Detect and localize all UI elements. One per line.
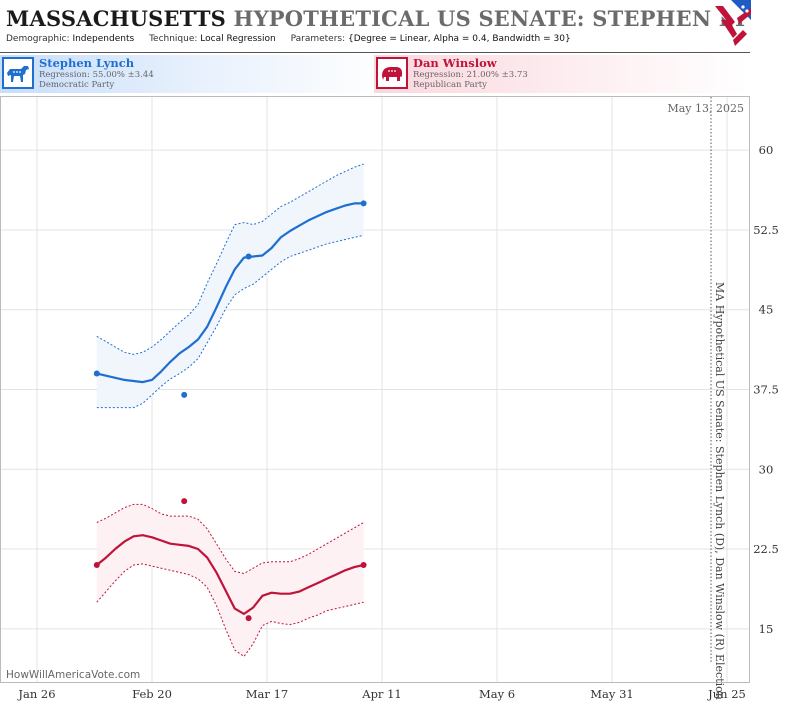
- y-tick-label: 22.5: [753, 542, 779, 556]
- rep-lower-bound: [96, 563, 364, 658]
- axis-labels: 15 22.5 30 37.5 45 52.5 60 Jan 26 Feb 20 Mar 17 Ap…: [17, 143, 778, 701]
- confidence-bands: [96, 164, 364, 657]
- y-tick-label: 37.5: [753, 383, 779, 397]
- parameters-key: Parameters:: [290, 34, 346, 44]
- rep-poll-point: [181, 498, 188, 505]
- candidate-dem-panel: Stephen Lynch Regression: 55.00% ±3.44 D…: [0, 55, 390, 93]
- dem-poll-point: [181, 391, 188, 398]
- elephant-icon: [376, 57, 408, 89]
- dem-poll-point: [360, 200, 367, 207]
- x-tick-label: Jan 26: [17, 687, 55, 701]
- chart-title: MASSACHUSETTS HYPOTHETICAL US SENATE: ST…: [6, 4, 746, 34]
- regression-lines: [96, 163, 364, 658]
- rep-poll-point: [93, 562, 100, 568]
- donkey-icon: [2, 57, 34, 89]
- poll-points: [93, 200, 367, 622]
- x-tick-label: Feb 20: [132, 687, 172, 701]
- dem-regression-line: [96, 202, 364, 384]
- y-tick-label: 45: [759, 303, 774, 317]
- candidate-rep-party: Republican Party: [413, 80, 487, 90]
- chart-header: MASSACHUSETTS HYPOTHETICAL US SENATE: ST…: [0, 0, 751, 53]
- plot-area: [0, 96, 750, 683]
- candidate-dem-regression: Regression: 55.00% ±3.44: [39, 70, 154, 80]
- technique-key: Technique:: [149, 34, 198, 44]
- x-tick-label: Mar 17: [246, 687, 288, 701]
- demographic-value: Independents: [72, 34, 135, 44]
- vertical-chart-label: MA Hypothetical US Senate: Stephen Lynch…: [713, 282, 726, 700]
- title-rest: HYPOTHETICAL US SENATE: STEPHEN LYNCH: [233, 6, 746, 31]
- y-tick-label: 15: [759, 622, 774, 636]
- technique-value: Local Regression: [200, 34, 276, 44]
- candidate-dem-name: Stephen Lynch: [39, 56, 135, 70]
- watermark: HowWillAmericaVote.com: [6, 669, 140, 681]
- candidate-rep-regression: Regression: 21.00% ±3.73: [413, 70, 528, 80]
- candidate-rep-name: Dan Winslow: [413, 56, 497, 70]
- title-state: MASSACHUSETTS: [6, 6, 227, 31]
- x-tick-label: May 6: [479, 687, 515, 701]
- date-annotation: May 13, 2025: [667, 102, 744, 115]
- dem-lower-bound: [96, 234, 364, 409]
- dem-confidence-band: [96, 164, 364, 408]
- x-tick-label: Jun 25: [707, 687, 746, 701]
- candidate-rep-panel: Dan Winslow Regression: 21.00% ±3.73 Rep…: [374, 55, 750, 93]
- rep-poll-point: [360, 562, 367, 568]
- dem-poll-point: [245, 253, 252, 260]
- rep-poll-point: [245, 615, 252, 622]
- rep-upper-bound: [96, 503, 364, 575]
- flag-logo-icon: [713, 0, 751, 46]
- x-tick-label: Apr 11: [361, 687, 401, 701]
- y-tick-label: 30: [759, 462, 774, 476]
- rep-regression-line: [96, 534, 364, 615]
- parameters-value: {Degree = Linear, Alpha = 0.4, Bandwidth…: [348, 34, 571, 44]
- y-tick-label: 60: [759, 143, 774, 157]
- chart-parameters: Demographic: Independents Technique: Loc…: [6, 34, 583, 44]
- x-tick-label: May 31: [590, 687, 633, 701]
- y-tick-label: 52.5: [753, 223, 779, 237]
- candidate-dem-party: Democratic Party: [39, 80, 115, 90]
- dem-poll-point: [93, 370, 100, 377]
- demographic-key: Demographic:: [6, 34, 70, 44]
- dem-upper-bound: [96, 163, 364, 355]
